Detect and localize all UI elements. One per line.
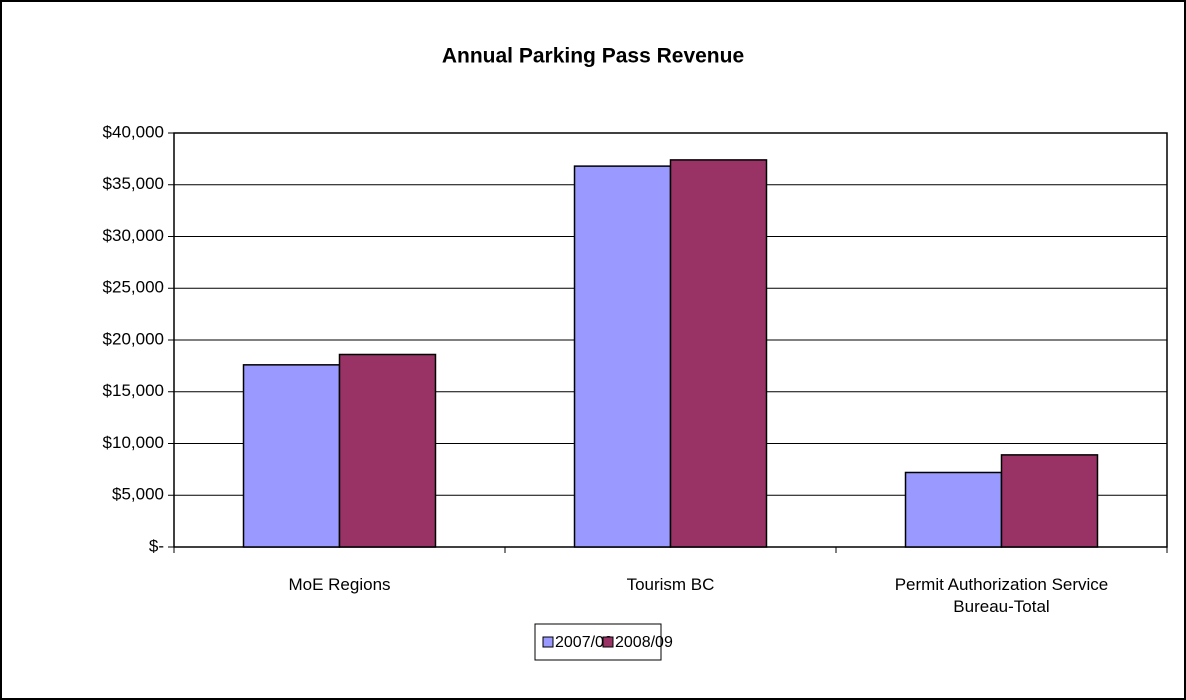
y-tick-label: $5,000: [112, 485, 164, 504]
y-tick-label: $-: [149, 536, 164, 555]
y-tick-label: $20,000: [103, 329, 164, 348]
bar: [904, 471, 1003, 548]
legend-swatch: [542, 636, 554, 648]
y-tick-label: $15,000: [103, 381, 164, 400]
x-tick-label: Permit Authorization Service Bureau-Tota…: [894, 575, 1109, 616]
legend-label: 2007/08: [555, 634, 613, 651]
y-tick-label: $40,000: [103, 122, 164, 141]
legend-swatch: [602, 636, 614, 648]
y-tick-label: $35,000: [103, 174, 164, 193]
bar: [1000, 454, 1099, 548]
bar: [669, 159, 768, 548]
bar: [338, 353, 437, 548]
x-tick-label: MoE Regions: [288, 575, 391, 594]
bar: [573, 165, 672, 548]
legend-box: [534, 623, 662, 661]
y-tick-label: $30,000: [103, 226, 164, 245]
bar: [242, 364, 341, 548]
x-tick-label: Tourism BC: [626, 575, 715, 594]
legend-label: 2008/09: [615, 634, 673, 651]
y-tick-label: $10,000: [103, 433, 164, 452]
chart-title: Annual Parking Pass Revenue: [442, 45, 744, 68]
y-tick-label: $25,000: [103, 278, 164, 297]
